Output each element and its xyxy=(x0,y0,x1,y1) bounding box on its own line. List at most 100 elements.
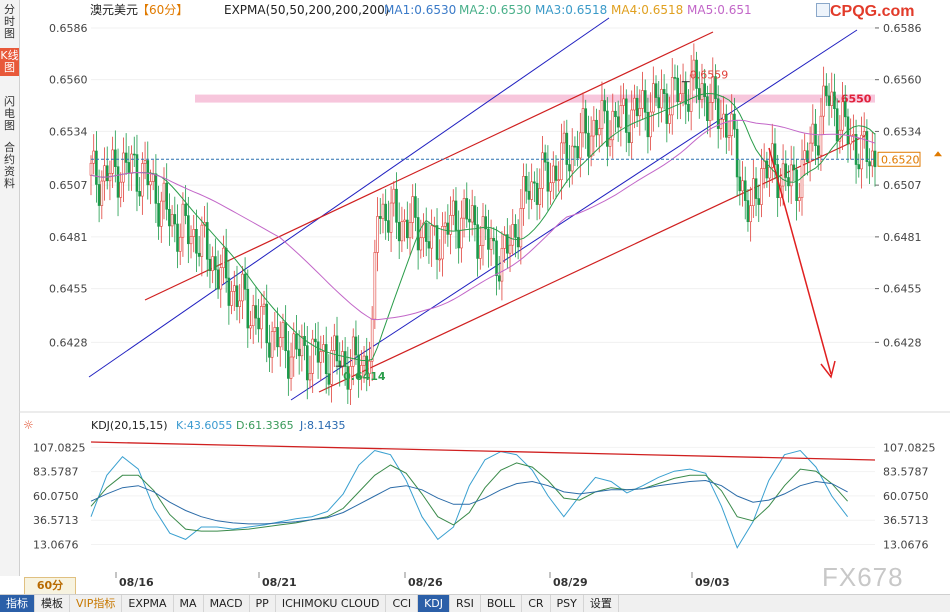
bottom-tab-1[interactable]: 模板 xyxy=(35,595,70,612)
kdj-tick-label: 107.0825 xyxy=(33,441,86,454)
candle-body xyxy=(489,237,493,250)
candle-body xyxy=(670,77,674,116)
candle-body xyxy=(370,318,374,362)
candle-body xyxy=(673,77,677,79)
candle-body xyxy=(533,181,536,184)
chart-symbol: 澳元美元 xyxy=(90,3,138,17)
candle-body xyxy=(611,110,615,141)
time-tick-label: 08/26 xyxy=(408,576,443,589)
candle-body xyxy=(562,132,566,144)
candle-body xyxy=(462,198,466,219)
candle-body xyxy=(222,247,225,268)
kdj-j-line xyxy=(90,479,848,525)
candle-body xyxy=(516,237,520,248)
bottom-tab-6[interactable]: PP xyxy=(250,595,276,612)
candle-body xyxy=(243,273,247,290)
bottom-tab-0[interactable]: 指标 xyxy=(0,595,35,612)
candle-body xyxy=(603,100,606,112)
left-tab-0[interactable]: 分时图 xyxy=(4,3,15,40)
price-tick-label-left: 0.6481 xyxy=(49,231,88,244)
candle-body xyxy=(549,182,552,192)
candle-body xyxy=(111,149,114,174)
candle-body xyxy=(500,248,504,282)
candle-body xyxy=(116,166,120,198)
candle-body xyxy=(581,108,585,134)
kdj-title: KDJ(20,15,15) xyxy=(91,419,168,432)
time-tick-label: 08/16 xyxy=(119,576,154,589)
candle-body xyxy=(608,139,612,147)
candle-body xyxy=(132,153,136,156)
candle-body xyxy=(130,153,133,174)
candle-body xyxy=(165,182,168,210)
candle-body xyxy=(281,322,285,339)
expand-icon[interactable] xyxy=(816,3,830,17)
kdj-k-line xyxy=(90,449,848,549)
bottom-tab-2[interactable]: VIP指标 xyxy=(70,595,123,612)
candle-body xyxy=(597,128,601,136)
candle-body xyxy=(760,168,763,205)
forecast-arrow-head xyxy=(820,360,836,379)
candle-body xyxy=(395,188,398,223)
candle-body xyxy=(681,81,685,95)
candle-body xyxy=(184,203,187,216)
bottom-tab-3[interactable]: EXPMA xyxy=(122,595,174,612)
candle-body xyxy=(727,135,731,138)
bottom-tab-13[interactable]: PSY xyxy=(551,595,584,612)
candle-body xyxy=(273,327,277,332)
bottom-tab-7[interactable]: ICHIMOKU CLOUD xyxy=(276,595,387,612)
candle-body xyxy=(181,203,185,238)
candle-body xyxy=(176,223,179,252)
kdj-tick-label: 36.5713 xyxy=(33,514,79,527)
price-tick-label-left: 0.6507 xyxy=(49,179,88,192)
bottom-tab-5[interactable]: MACD xyxy=(204,595,250,612)
bottom-tab-11[interactable]: BOLL xyxy=(481,595,523,612)
kdj-gear-icon[interactable]: ☼ xyxy=(23,418,34,432)
price-tick-label-left: 0.6560 xyxy=(49,74,88,87)
candle-body xyxy=(365,355,369,375)
candle-body xyxy=(630,109,633,143)
candle-body xyxy=(587,132,590,157)
left-tab-2[interactable]: 闪电图 xyxy=(4,95,15,132)
bottom-tab-14[interactable]: 设置 xyxy=(584,595,619,612)
bottom-tab-4[interactable]: MA xyxy=(174,595,204,612)
period-button[interactable]: 60分 xyxy=(24,577,76,595)
main-grid xyxy=(91,27,875,343)
candle-body xyxy=(784,163,788,178)
left-tab-3[interactable]: 合约资料 xyxy=(4,141,15,190)
bottom-tab-10[interactable]: RSI xyxy=(450,595,481,612)
candle-body xyxy=(260,306,263,330)
bottom-tab-8[interactable]: CCI xyxy=(386,595,419,612)
candle-body xyxy=(230,291,233,306)
candle-body xyxy=(173,214,177,225)
candle-body xyxy=(211,256,214,272)
candle-body xyxy=(192,229,196,237)
candle-body xyxy=(276,327,279,348)
candle-body xyxy=(754,178,758,199)
candle-body xyxy=(319,351,323,363)
candle-body xyxy=(614,110,617,118)
candle-body xyxy=(843,101,847,118)
candle-body xyxy=(254,305,258,319)
candle-body xyxy=(798,197,801,201)
candle-body xyxy=(351,336,355,367)
candle-body xyxy=(438,258,442,261)
bottom-tab-12[interactable]: CR xyxy=(522,595,551,612)
candle-body xyxy=(159,200,163,227)
candle-body xyxy=(535,182,539,205)
candle-body xyxy=(430,225,433,249)
left-tab-1[interactable]: K线图 xyxy=(0,48,19,76)
candle-body xyxy=(468,218,471,223)
candle-body xyxy=(730,113,734,137)
candle-body xyxy=(341,351,344,368)
candle-body xyxy=(662,89,666,95)
current-price-label: 0.6520 xyxy=(881,153,920,166)
candle-body xyxy=(495,240,498,277)
candle-body xyxy=(451,200,455,216)
bottom-tab-9[interactable]: KDJ xyxy=(418,595,451,612)
candle-body xyxy=(827,95,831,106)
candle-body xyxy=(408,222,412,239)
price-tick-label: 0.6507 xyxy=(883,179,922,192)
kdj-tick-label-right: 107.0825 xyxy=(883,441,936,454)
candle-body xyxy=(443,222,447,227)
resistance-label: 0.6550 xyxy=(829,93,872,106)
